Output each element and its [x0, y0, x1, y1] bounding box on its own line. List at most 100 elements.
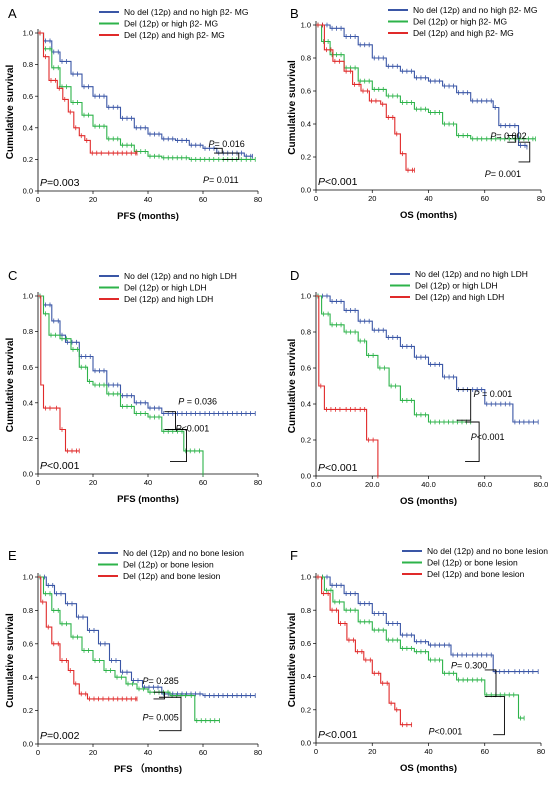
- y-axis-label: Cumulative survival: [5, 338, 16, 433]
- legend-label: Del (12p) and high LDH: [415, 292, 504, 302]
- p-rest: <0.001: [182, 423, 210, 433]
- y-tick-label: 1.0: [301, 573, 311, 582]
- y-tick-label: 0.8: [23, 327, 33, 336]
- survival-curve-2: [316, 295, 471, 423]
- survival-curve-2: [38, 295, 204, 474]
- y-tick-label: 1.0: [23, 29, 33, 38]
- p-italic: P: [485, 169, 491, 179]
- survival-curve-1: [316, 576, 539, 673]
- legend-label: Del (12p) and bone lesion: [123, 571, 221, 581]
- x-axis-label: PFS (months): [117, 494, 179, 505]
- pairwise-p-value: P = 0.001: [474, 389, 513, 399]
- censor-marks-1: [317, 22, 528, 150]
- x-tick-label: 60: [199, 195, 207, 204]
- legend-label: No del (12p) and no bone lesion: [427, 546, 548, 556]
- censor-marks-1: [39, 293, 256, 416]
- survival-curve-3: [38, 576, 137, 700]
- comparison-bracket: [214, 147, 223, 154]
- p-italic: P: [318, 176, 325, 188]
- p-rest: = 0.285: [149, 676, 179, 686]
- censor-marks-3: [320, 383, 379, 479]
- censor-marks-1: [317, 574, 539, 675]
- survival-curve-3: [316, 576, 412, 726]
- legend-label: No del (12p) and no high LDH: [124, 271, 237, 281]
- censor-marks-3: [45, 405, 80, 454]
- x-tick-label: 20: [89, 748, 97, 757]
- y-tick-label: 0.8: [301, 328, 311, 337]
- censor-marks-2: [317, 22, 536, 142]
- y-tick-label: 1.0: [23, 573, 33, 582]
- survival-curve-2: [38, 576, 220, 722]
- y-tick-label: 0.0: [301, 472, 311, 481]
- censor-marks-2: [317, 574, 525, 721]
- legend-label: No del (12p) and no high LDH: [415, 269, 528, 279]
- x-tick-label: 20: [89, 195, 97, 204]
- x-axis-label: OS (months): [400, 763, 457, 774]
- p-italic: P: [178, 397, 184, 407]
- chart-panel-e: E 0.0 0.2 0.4 0.6 0.8 1.0 0 20 40 60 80 Cumulative s…: [5, 548, 262, 775]
- y-axis-label: Cumulative survival: [287, 339, 298, 434]
- x-tick-label: 20: [89, 478, 97, 487]
- x-tick-label: 60: [481, 194, 489, 203]
- comparison-bracket: [159, 696, 182, 732]
- x-tick-label: 40: [144, 195, 152, 204]
- y-tick-label: 0.4: [23, 673, 33, 682]
- censor-marks-2: [39, 30, 256, 162]
- x-axis-label: OS (months): [400, 496, 457, 507]
- y-tick-label: 0.0: [23, 187, 33, 196]
- p-italic: P: [429, 727, 435, 737]
- y-axis-label: Cumulative survival: [287, 60, 298, 155]
- legend-label: Del (12p) or bone lesion: [123, 560, 214, 570]
- y-tick-label: 0.0: [301, 739, 311, 748]
- survival-curve-2: [316, 24, 536, 140]
- p-italic: P: [40, 730, 47, 742]
- y-tick-label: 0.0: [23, 740, 33, 749]
- y-tick-label: 0.4: [23, 398, 33, 407]
- x-tick-label: 80: [254, 195, 262, 204]
- p-rest: =0.003: [47, 177, 80, 189]
- x-tick-label: 80: [537, 194, 545, 203]
- p-italic: P: [40, 177, 47, 189]
- p-italic: P: [40, 460, 47, 472]
- pairwise-p-value: P= 0.011: [203, 175, 239, 185]
- pairwise-p-value: P= 0.300: [451, 660, 487, 670]
- x-tick-label: 40.0: [421, 480, 436, 489]
- p-rest: = 0.011: [209, 175, 239, 185]
- comparison-bracket: [164, 411, 176, 430]
- x-axis-label: PFS （months): [114, 763, 182, 775]
- y-tick-label: 0.6: [301, 87, 311, 96]
- legend-label: Del (12p) or bone lesion: [427, 558, 518, 568]
- legend-label: Del (12p) or high LDH: [124, 283, 207, 293]
- x-tick-label: 0: [36, 478, 40, 487]
- p-rest: = 0.036: [184, 397, 217, 407]
- p-rest: = 0.005: [149, 713, 179, 723]
- y-tick-label: 0.6: [301, 364, 311, 373]
- x-tick-label: 40: [424, 194, 432, 203]
- p-rest: <0.001: [325, 176, 358, 188]
- x-tick-label: 60: [199, 478, 207, 487]
- p-rest: <0.001: [325, 729, 358, 741]
- survival-curve-3: [316, 24, 415, 171]
- y-axis-label: Cumulative survival: [5, 65, 16, 160]
- survival-curve-2: [316, 576, 525, 719]
- censor-marks-3: [39, 30, 138, 156]
- chart-panel-c: C 0.0 0.2 0.4 0.6 0.8 1.0 0 20 40 60 80 Cumulative s…: [5, 268, 262, 505]
- p-italic: P: [474, 389, 480, 399]
- x-tick-label: 80.0: [534, 480, 549, 489]
- p-italic: P: [471, 432, 477, 442]
- legend-label: Del (12p) or high LDH: [415, 281, 498, 291]
- y-tick-label: 0.0: [301, 186, 311, 195]
- legend-label: Del (12p) and high LDH: [124, 294, 213, 304]
- overall-p-value: P<0.001: [318, 176, 358, 188]
- p-italic: P: [490, 131, 496, 141]
- y-tick-label: 1.0: [301, 292, 311, 301]
- comparison-bracket: [518, 141, 531, 163]
- panel-label: D: [290, 268, 299, 283]
- legend-label: Del (12p) or high β2- MG: [413, 17, 507, 27]
- legend-label: No del (12p) and no bone lesion: [123, 548, 244, 558]
- p-italic: P: [203, 175, 209, 185]
- p-rest: = 0.001: [480, 389, 513, 399]
- x-tick-label: 60: [199, 748, 207, 757]
- p-rest: <0.001: [47, 460, 80, 472]
